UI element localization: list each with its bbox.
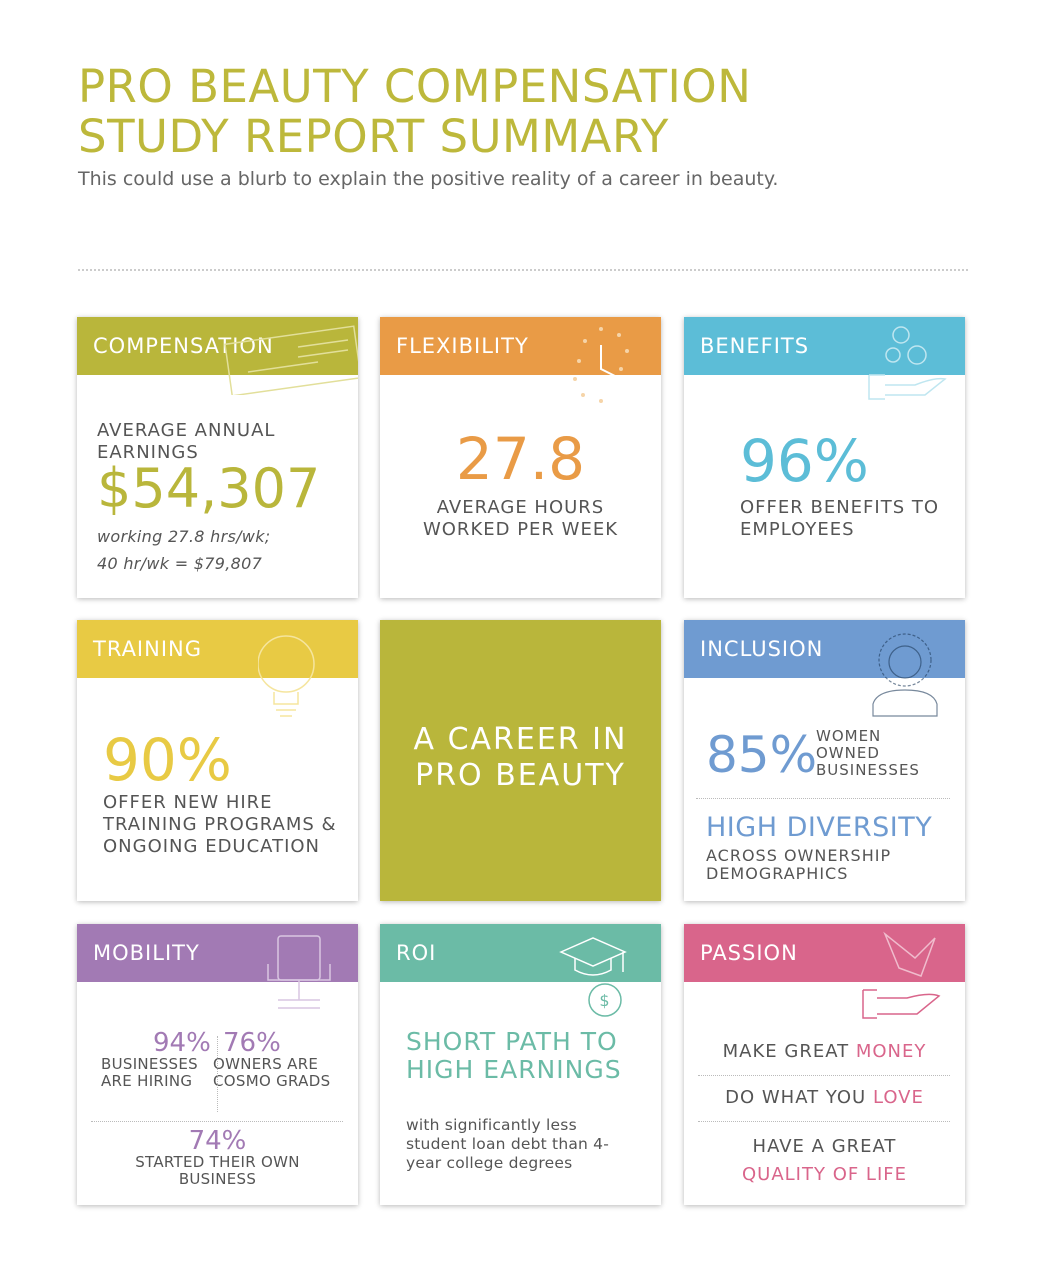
label: OFFER BENEFITS TO EMPLOYEES [740,497,940,540]
icon: $ [559,937,627,1017]
stat-label: OWNERS ARE COSMO GRADS [213,1055,331,1090]
card-training: TRAINING 90% OFFER NEW HIRE TRAINING PRO… [77,620,358,901]
stat-value: 76% [223,1028,281,1058]
value: 90% [103,726,232,794]
note: working 27.8 hrs/wk; [97,527,271,546]
stat-label: STARTED THEIR OWN BUSINESS [135,1153,300,1188]
card-header: COMPENSATION [77,317,358,395]
item-accent: QUALITY OF LIFE [741,1164,907,1185]
item: DO WHAT YOU LOVE [684,1087,965,1108]
heading: INCLUSION [700,637,824,661]
card-roi: ROI $ SHORT PATH TO HIGH EARNINGS with s… [380,924,661,1205]
title-line: PRO BEAUTY COMPENSATION [78,60,752,113]
value: 96% [740,427,869,495]
item: MAKE GREAT MONEY [684,1041,965,1062]
card-header: BENEFITS [684,317,965,400]
divider [78,269,968,271]
icon [224,325,358,395]
subtitle: This could use a blurb to explain the po… [78,168,779,190]
icon [862,931,941,1019]
card-header: PASSION [684,924,965,1019]
stat-label: BUSINESSES ARE HIRING [101,1055,198,1090]
divider [698,1075,950,1076]
card-flexibility: FLEXIBILITY 27.8 AVERAGE HOURS WORKED PE… [380,317,661,598]
value: $54,307 [97,457,321,520]
note: 40 hr/wk = $79,807 [97,554,263,573]
label: AVERAGE HOURS WORKED PER WEEK [422,497,619,540]
card-mobility: MOBILITY 94% 76% BUSINESSES ARE HIRING O… [77,924,358,1205]
title-line: STUDY REPORT SUMMARY [78,110,669,163]
label: WOMEN OWNED BUSINESSES [816,727,920,779]
card-header: TRAINING [77,620,358,717]
heading: TRAINING [93,637,203,661]
card-header: FLEXIBILITY [380,317,661,403]
item-accent: MONEY [855,1041,927,1062]
title: PRO BEAUTY COMPENSATION STUDY REPORT SUM… [78,62,751,162]
icon [872,633,938,717]
card-header: ROI $ [380,924,661,1017]
heading: MOBILITY [93,941,200,965]
icon [868,326,947,400]
highlight: HIGH DIVERSITY [706,812,933,843]
heading: PASSION [700,941,798,965]
center-text: A CAREER IN PRO BEAUTY [413,722,628,793]
item-text: MAKE GREAT [722,1041,850,1062]
detail: ACROSS OWNERSHIP DEMOGRAPHICS [706,846,892,883]
highlight: SHORT PATH TO HIGH EARNINGS [406,1027,622,1084]
item-text: DO WHAT YOU [725,1087,867,1108]
detail: with significantly less student loan deb… [406,1116,610,1172]
icon [258,635,315,717]
card-benefits: BENEFITS 96% OFFER BENEFITS TO EMPLOYEES [684,317,965,598]
divider [91,1121,343,1122]
divider [217,1036,218,1112]
stat-value: 74% [188,1126,247,1156]
icon [267,935,331,1009]
heading: ROI [396,941,437,965]
icon [573,327,629,403]
label: AVERAGE ANNUAL EARNINGS [97,420,276,463]
item-accent: LOVE [872,1087,924,1108]
value: 85% [706,726,818,784]
card-compensation: COMPENSATION AVERAGE ANNUAL EARNINGS $54… [77,317,358,598]
heading: FLEXIBILITY [396,334,529,358]
card-header: INCLUSION [684,620,965,717]
label: OFFER NEW HIRE TRAINING PROGRAMS & ONGOI… [103,792,337,857]
divider [696,798,950,799]
value: 27.8 [455,425,586,493]
item-text: HAVE A GREAT [752,1136,897,1157]
card-passion: PASSION MAKE GREAT MONEY DO WHAT YOU LOV… [684,924,965,1205]
card-center: A CAREER IN PRO BEAUTY [380,620,661,901]
icon-glyph: $ [599,991,610,1010]
card-inclusion: INCLUSION 85% WOMEN OWNED BUSINESSES HIG… [684,620,965,901]
card-header: MOBILITY [77,924,358,1009]
divider [698,1121,950,1122]
heading: COMPENSATION [93,334,274,358]
item: HAVE A GREAT QUALITY OF LIFE [684,1133,965,1189]
stat-value: 94% [153,1028,211,1058]
heading: BENEFITS [700,334,810,358]
